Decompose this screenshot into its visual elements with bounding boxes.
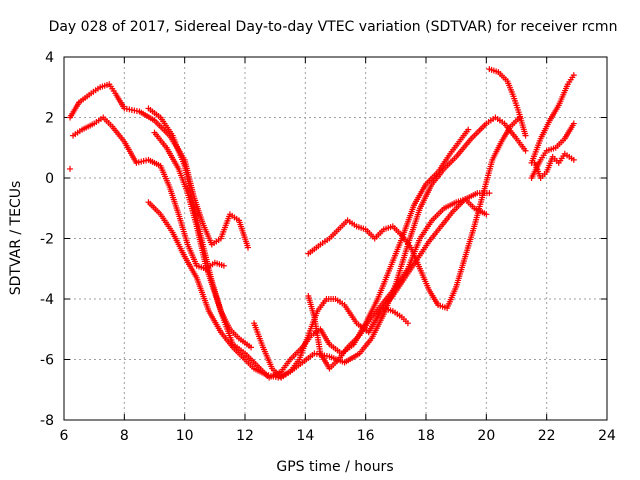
data-point-track-j (570, 72, 577, 79)
x-tick-label: 18 (417, 428, 435, 444)
x-tick-label: 10 (176, 428, 194, 444)
y-tick-label: 4 (45, 50, 54, 66)
data-point-track-k (570, 120, 577, 127)
x-tick-label: 6 (60, 428, 69, 444)
y-tick-label: -4 (40, 292, 54, 308)
y-axis-label: SDTVAR / TECUs (8, 181, 24, 296)
data-point-track-c (67, 165, 74, 172)
data-points (67, 66, 577, 381)
data-point-track-e (248, 344, 255, 351)
data-point-track-b (220, 262, 227, 269)
data-point-track-d (465, 126, 472, 133)
y-tick-label: -6 (40, 353, 54, 369)
y-tick-label: 2 (45, 111, 54, 127)
y-tick-label: -2 (40, 232, 54, 248)
x-tick-label: 22 (538, 428, 556, 444)
y-tick-label: -8 (40, 413, 54, 429)
data-point-track-c (522, 147, 529, 154)
x-tick-label: 20 (477, 428, 495, 444)
plot-frame (63, 56, 608, 421)
x-tick-label: 16 (357, 428, 375, 444)
data-point-track-m (404, 320, 411, 327)
x-tick-label: 24 (598, 428, 616, 444)
y-tick-label: 0 (45, 171, 54, 187)
x-tick-label: 8 (120, 428, 129, 444)
data-point-track-a (245, 244, 252, 251)
chart-title: Day 028 of 2017, Sidereal Day-to-day VTE… (49, 19, 618, 35)
data-point-track-l (570, 156, 577, 163)
x-tick-label: 14 (296, 428, 314, 444)
data-point-track-g (483, 211, 490, 218)
x-tick-label: 12 (236, 428, 254, 444)
data-point-track-f (486, 190, 493, 197)
data-point-track-i (522, 132, 529, 139)
x-axis-label: GPS time / hours (276, 459, 393, 475)
